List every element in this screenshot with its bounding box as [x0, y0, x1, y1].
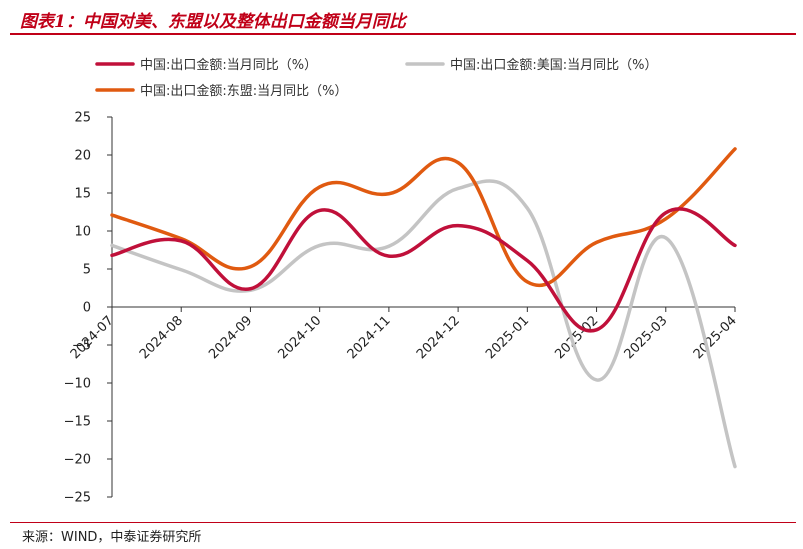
figure-header: 图表1：中国对美、东盟以及整体出口金额当月同比	[0, 0, 803, 35]
y-tick-label: −20	[64, 453, 91, 468]
y-tick-label: −10	[64, 377, 91, 392]
x-tick-label: 2024-10	[275, 313, 324, 362]
x-tick-label: 2025-03	[622, 313, 671, 362]
x-tick-label: 2024-08	[137, 313, 186, 362]
x-tick-label: 2024-09	[206, 313, 255, 362]
y-tick-label: −25	[64, 491, 91, 506]
y-tick-label: 20	[74, 149, 91, 164]
figure-title: 图表1：中国对美、东盟以及整体出口金额当月同比	[20, 12, 406, 32]
title-rule	[10, 33, 796, 35]
y-tick-label: 5	[83, 263, 91, 278]
series-line-3	[110, 147, 737, 288]
x-tick-label: 2024-11	[345, 313, 394, 362]
series-line-1	[110, 207, 737, 333]
legend-label-1: 中国:出口金额:当月同比（%）	[140, 57, 317, 73]
x-tick-label: 2025-04	[691, 313, 740, 362]
y-tick-label: 15	[74, 187, 91, 202]
legend-label-3: 中国:出口金额:东盟:当月同比（%）	[140, 83, 348, 99]
y-tick-label: 10	[74, 225, 91, 240]
y-tick-label: 25	[74, 111, 91, 126]
x-tick-label: 2025-01	[483, 313, 532, 362]
source-rule	[10, 522, 796, 523]
x-tick-label: 2024-12	[414, 313, 463, 362]
y-tick-label: −5	[72, 339, 91, 354]
series-line-2	[110, 179, 737, 469]
source-note: 来源：WIND，中泰证券研究所	[22, 530, 202, 545]
y-tick-label: −15	[64, 415, 91, 430]
legend-label-2: 中国:出口金额:美国:当月同比（%）	[450, 57, 658, 73]
y-tick-label: 0	[83, 301, 91, 316]
